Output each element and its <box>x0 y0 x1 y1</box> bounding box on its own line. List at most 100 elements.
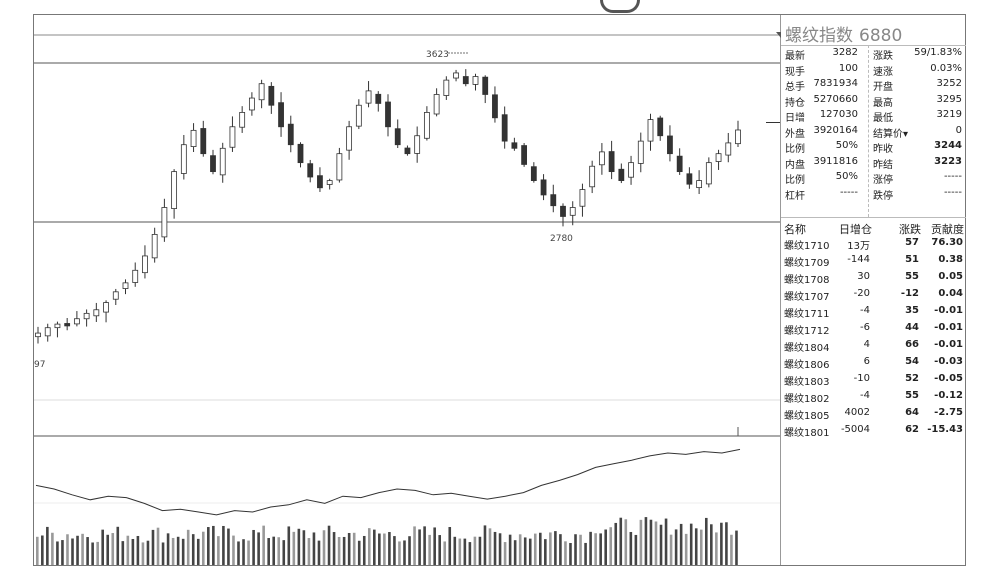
volume-bar <box>589 531 592 565</box>
volume-bar <box>252 529 255 565</box>
volume-bar <box>498 533 502 565</box>
contract-row[interactable]: 螺纹1801 -5004 62 -15.43 <box>781 422 966 439</box>
volume-bar <box>342 536 346 565</box>
volume-bar <box>247 540 250 565</box>
volume-bar <box>383 533 386 565</box>
candle-body <box>375 93 382 104</box>
candle-body <box>210 155 216 173</box>
quote-label: 现手 <box>785 66 805 78</box>
contract-row[interactable]: 螺纹1806 6 54 -0.03 <box>781 354 966 371</box>
contracts-header: 名称 日增仓 涨跌 贡献度 <box>781 217 966 236</box>
volume-bar <box>201 531 205 565</box>
candle-body <box>725 142 732 156</box>
candle-body <box>676 155 683 173</box>
volume-bar <box>403 540 406 565</box>
contract-name: 螺纹1708 <box>784 275 830 286</box>
volume-bar <box>322 530 326 565</box>
volume-bar <box>720 522 723 565</box>
volume-bar <box>237 541 240 565</box>
contract-chg: -12 <box>900 288 919 299</box>
col-oi[interactable]: 日增仓 <box>839 223 872 236</box>
volume-bar <box>81 533 84 565</box>
quote-row: 持仓 5270660 最高 3295 <box>781 93 966 109</box>
symbol-name: 螺纹指数 <box>785 26 853 46</box>
quote-row: 比例 50% 涨停 ----- <box>781 170 966 186</box>
contract-oi: -4 <box>860 305 870 316</box>
contract-name: 螺纹1806 <box>784 360 830 371</box>
volume-bar <box>644 517 648 565</box>
volume-bar <box>599 533 602 565</box>
quote-value: 5270660 <box>813 93 858 105</box>
contract-row[interactable]: 螺纹1708 30 55 0.05 <box>781 269 966 286</box>
contract-row[interactable]: 螺纹1803 -10 52 -0.05 <box>781 371 966 388</box>
volume-bar <box>307 538 311 565</box>
volume-bar <box>554 531 557 565</box>
contract-row[interactable]: 螺纹1709 -144 51 0.38 <box>781 252 966 269</box>
volume-bar <box>217 536 220 565</box>
volume-bar <box>458 538 462 565</box>
quote-value: 0.03% <box>930 62 962 74</box>
contract-row[interactable]: 螺纹1710 13万 57 76.30 <box>781 235 966 252</box>
contract-row[interactable]: 螺纹1802 -4 55 -0.12 <box>781 388 966 405</box>
contract-oi: 13万 <box>847 241 870 252</box>
candle-body <box>618 168 625 181</box>
contract-row[interactable]: 螺纹1712 -6 44 -0.01 <box>781 320 966 337</box>
volume-bar <box>36 536 39 565</box>
col-name[interactable]: 名称 <box>784 223 806 236</box>
contract-row[interactable]: 螺纹1711 -4 35 -0.01 <box>781 303 966 320</box>
quote-label: 杠杆 <box>785 190 805 202</box>
volume-bar <box>171 537 175 565</box>
volume-bar <box>41 535 44 565</box>
volume-bar <box>46 526 49 565</box>
candle-body <box>44 327 51 337</box>
quote-value: 3295 <box>936 93 962 105</box>
volume-bar <box>549 532 552 565</box>
volume-bar <box>533 533 537 565</box>
quote-label: 持仓 <box>785 97 805 109</box>
volume-bar <box>297 528 301 565</box>
quote-row: 外盘 3920164 结算价▾ 0 <box>781 124 966 140</box>
volume-bar <box>373 529 376 565</box>
volume-bar <box>518 534 522 565</box>
volume-bar <box>488 528 492 565</box>
contract-contrib: -0.01 <box>934 339 963 350</box>
contract-contrib: -0.01 <box>934 305 963 316</box>
volume-bar <box>106 534 110 565</box>
col-contrib[interactable]: 贡献度 <box>931 223 964 236</box>
contract-chg: 57 <box>905 237 919 248</box>
volume-bar <box>704 517 708 565</box>
symbol-code: 6880 <box>859 26 903 46</box>
candle-body <box>637 140 644 164</box>
quote-value: ----- <box>839 186 858 198</box>
contract-name: 螺纹1804 <box>784 343 830 354</box>
volume-bar <box>56 541 59 565</box>
candle-body <box>180 144 187 174</box>
crosshair-marker <box>766 122 780 123</box>
volume-bar <box>212 525 215 565</box>
volume-bar <box>312 532 316 565</box>
contract-name: 螺纹1802 <box>784 394 830 405</box>
contract-row[interactable]: 螺纹1804 4 66 -0.01 <box>781 337 966 354</box>
contract-oi: -144 <box>847 254 870 265</box>
collapse-triangle-icon[interactable] <box>776 32 781 38</box>
contract-name: 螺纹1801 <box>784 428 830 439</box>
volume-bar <box>186 529 190 565</box>
contract-chg: 64 <box>905 407 919 418</box>
volume-bar <box>277 537 281 565</box>
contract-row[interactable]: 螺纹1805 4002 64 -2.75 <box>781 405 966 422</box>
col-chg[interactable]: 涨跌 <box>899 223 921 236</box>
volume-bar <box>679 523 683 565</box>
quote-value: 127030 <box>819 109 858 120</box>
volume-bar <box>287 526 291 565</box>
volume-bar <box>463 538 467 565</box>
quote-label: 最新 <box>785 51 805 62</box>
volume-bar <box>317 540 321 565</box>
volume-bar <box>367 528 371 565</box>
volume-bar <box>428 534 431 565</box>
contract-contrib: -0.03 <box>934 356 963 367</box>
contract-row[interactable]: 螺纹1707 -20 -12 0.04 <box>781 286 966 303</box>
price-chart[interactable]: 3623 2780 97 <box>34 15 780 565</box>
volume-bar <box>523 537 527 565</box>
volume-bar <box>141 542 145 565</box>
volume-bar <box>357 540 361 565</box>
